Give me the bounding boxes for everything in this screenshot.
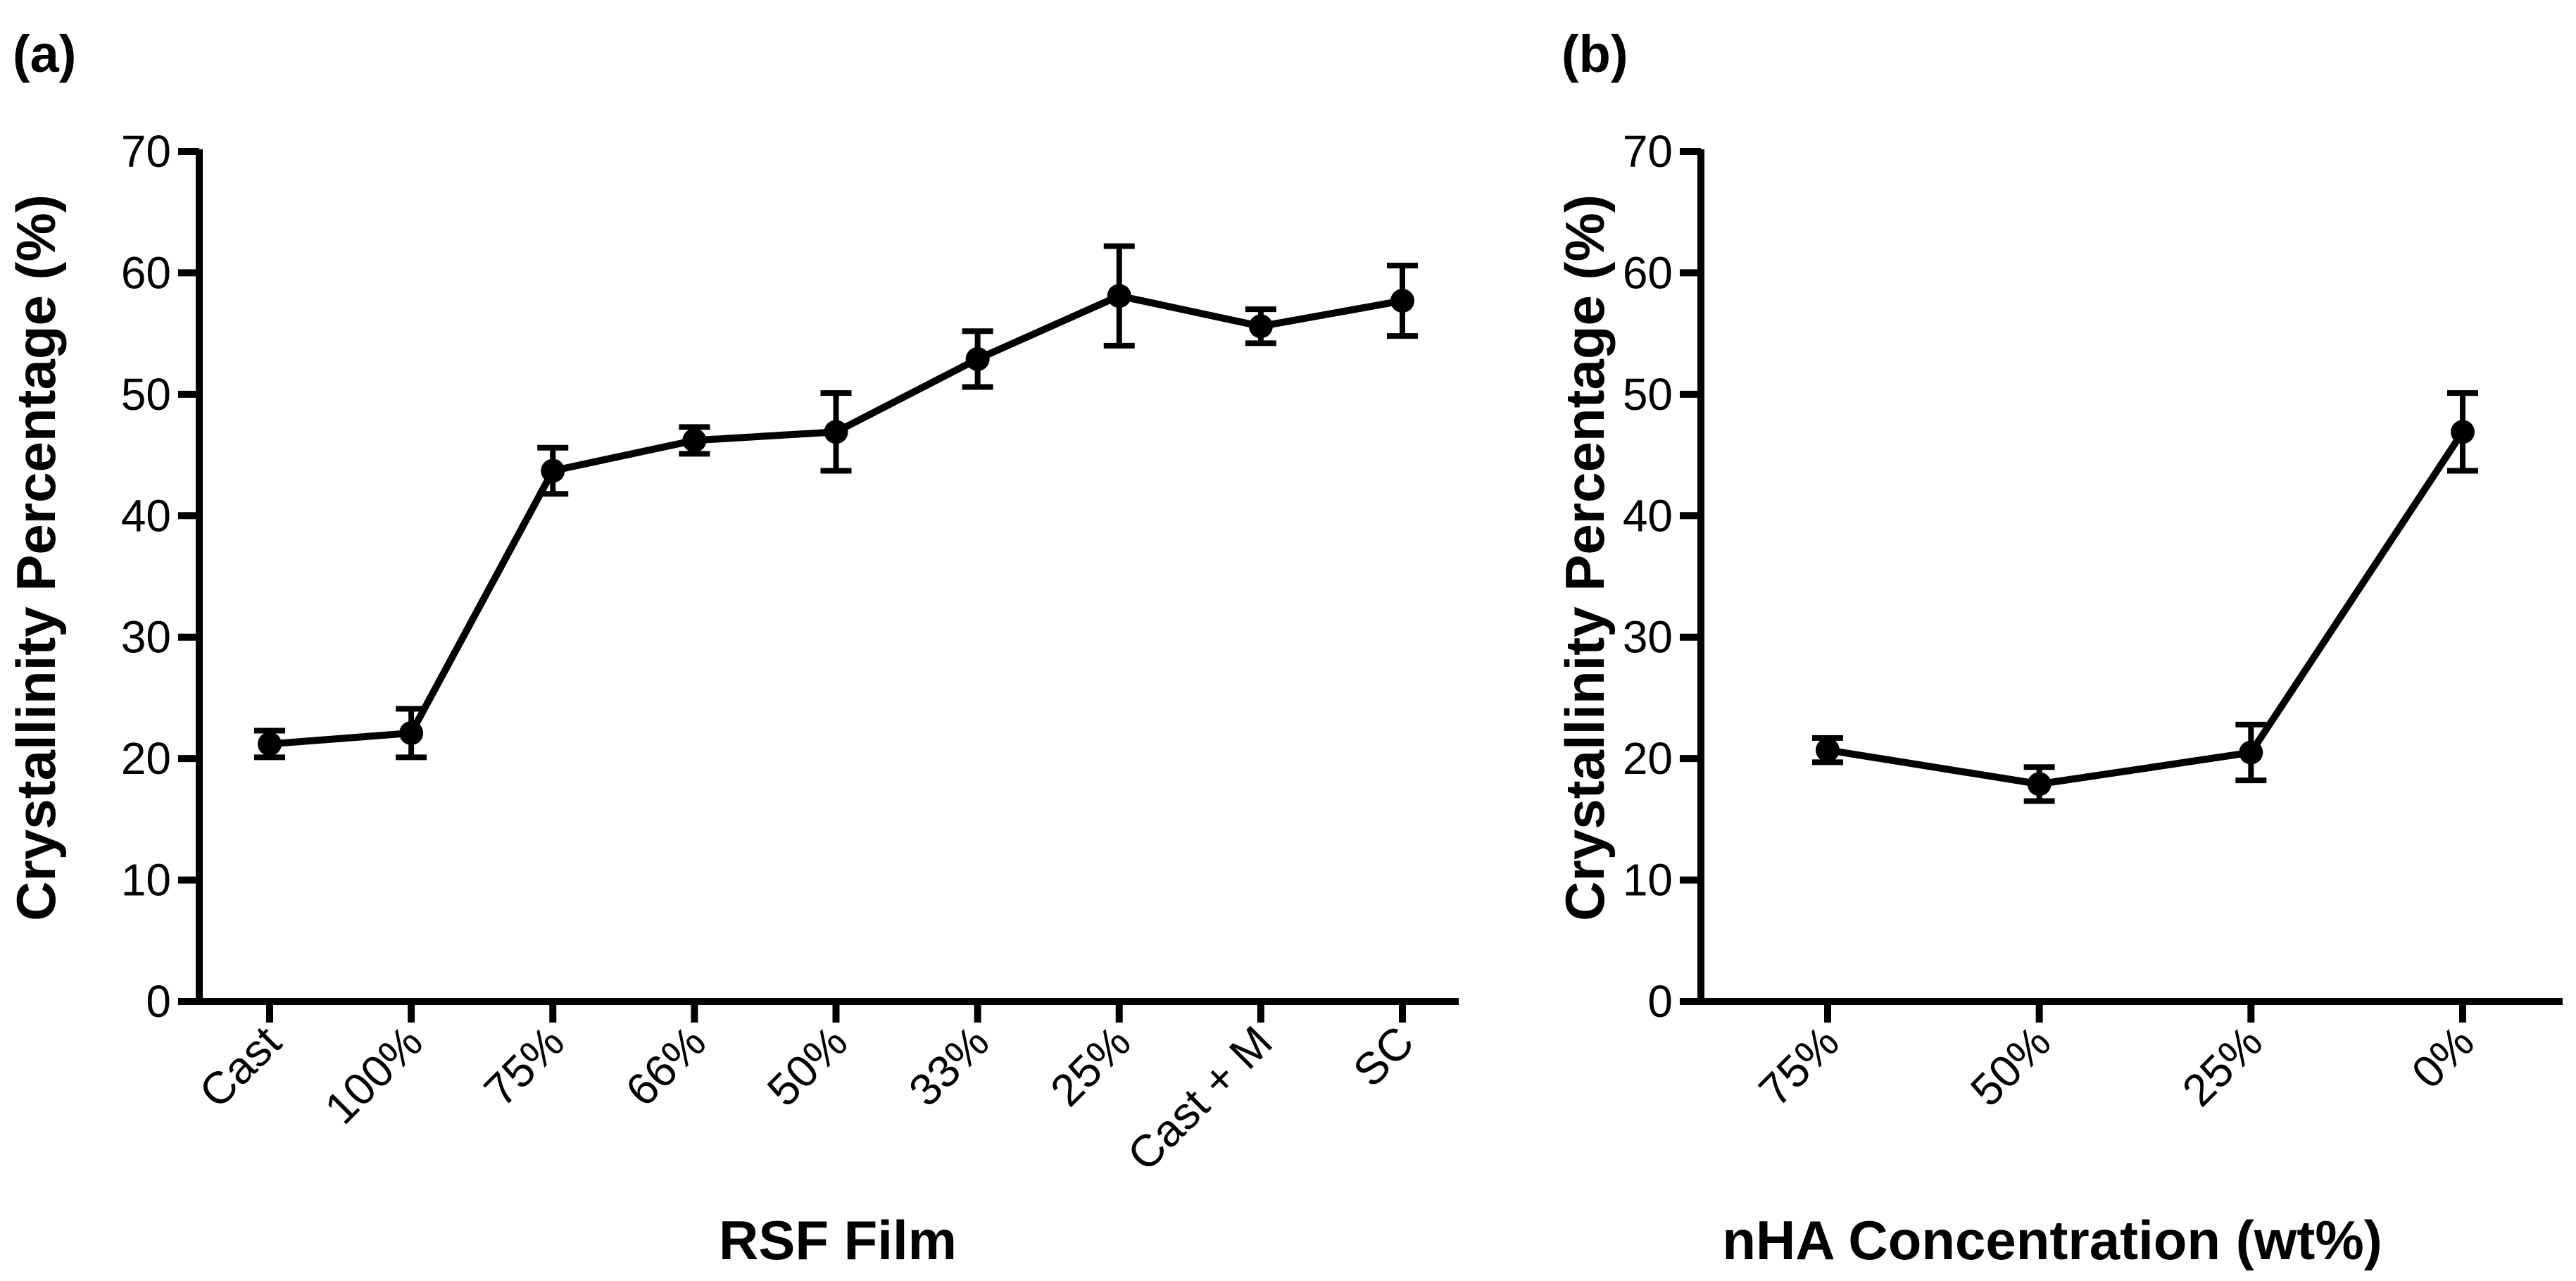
x-tick-label-a: Cast [189, 1016, 291, 1118]
axes-a: 0 10 20 30 40 50 60 70 Cast 100% 75% 66% 50% 33% 25%Ca… [121, 126, 1459, 1180]
y-tick-label-b: 10 [1623, 855, 1673, 906]
data-point-a [399, 720, 424, 745]
x-tick-label-b: 75% [1749, 1016, 1848, 1116]
y-tick-label-a: 0 [146, 976, 171, 1027]
y-tick-label-b: 40 [1623, 490, 1673, 541]
x-tick-label-a: 66% [616, 1016, 715, 1116]
y-tick-label-b: 30 [1623, 612, 1673, 663]
data-point-a [541, 458, 565, 483]
series-a [254, 243, 1418, 761]
data-point-b [1816, 738, 1840, 763]
data-point-a [682, 428, 707, 453]
y-tick-label-b: 20 [1623, 733, 1673, 784]
x-tick-label-b: 25% [2173, 1016, 2272, 1116]
x-tick-label-a: 25% [1041, 1016, 1140, 1116]
y-axis-title-a: Crystallinity Percentage (%) [5, 194, 67, 921]
y-tick-label-b: 60 [1623, 247, 1673, 298]
panel-label-b: (b) [1562, 25, 1628, 83]
x-tick-label-a: 50% [758, 1016, 857, 1116]
y-axis-title-b: Crystallinity Percentage (%) [1554, 194, 1616, 921]
axes-b: 0 10 20 30 40 50 60 70 75% 50% 25% 0% [1623, 126, 2563, 1116]
data-point-b [2027, 772, 2052, 796]
x-tick-label-b: 50% [1961, 1016, 2060, 1116]
x-tick-label-a: 33% [899, 1016, 998, 1116]
data-point-b [2451, 420, 2475, 444]
data-point-a [824, 420, 848, 444]
series-line-a [269, 292, 1403, 748]
data-point-a [258, 732, 282, 756]
x-axis-title-b: nHA Concentration (wt%) [1722, 1209, 2382, 1271]
x-tick-label-b: 0% [2402, 1016, 2484, 1098]
y-tick-label-a: 70 [121, 126, 171, 177]
data-point-a [1390, 289, 1414, 313]
y-tick-label-a: 60 [121, 247, 171, 298]
x-tick-label-a: 75% [475, 1016, 574, 1116]
y-tick-label-a: 40 [121, 490, 171, 541]
y-tick-label-b: 70 [1623, 126, 1673, 177]
x-tick-label-a: SC [1343, 1016, 1424, 1096]
series-line-b [1827, 430, 2466, 788]
data-point-a [965, 346, 990, 371]
chart-panel-a: (a) Crystallinity Percentage (%) RSF Fil… [5, 25, 1459, 1271]
y-tick-label-a: 30 [121, 612, 171, 663]
x-tick-label-a: Cast + M [1118, 1016, 1282, 1180]
y-tick-label-b: 50 [1623, 369, 1673, 420]
panel-label-a: (a) [13, 25, 76, 83]
x-axis-title-a: RSF Film [719, 1209, 957, 1271]
y-tick-label-a: 20 [121, 733, 171, 784]
x-tick-label-a: 100% [315, 1016, 432, 1134]
y-tick-label-a: 50 [121, 369, 171, 420]
chart-panel-b: (b) Crystallinity Percentage (%) nHA Con… [1554, 25, 2563, 1271]
data-point-b [2239, 740, 2263, 765]
series-b [1812, 390, 2478, 804]
data-point-a [1248, 314, 1273, 339]
data-point-a [1107, 284, 1131, 308]
y-tick-label-a: 10 [121, 855, 171, 906]
y-tick-label-b: 0 [1647, 976, 1673, 1027]
